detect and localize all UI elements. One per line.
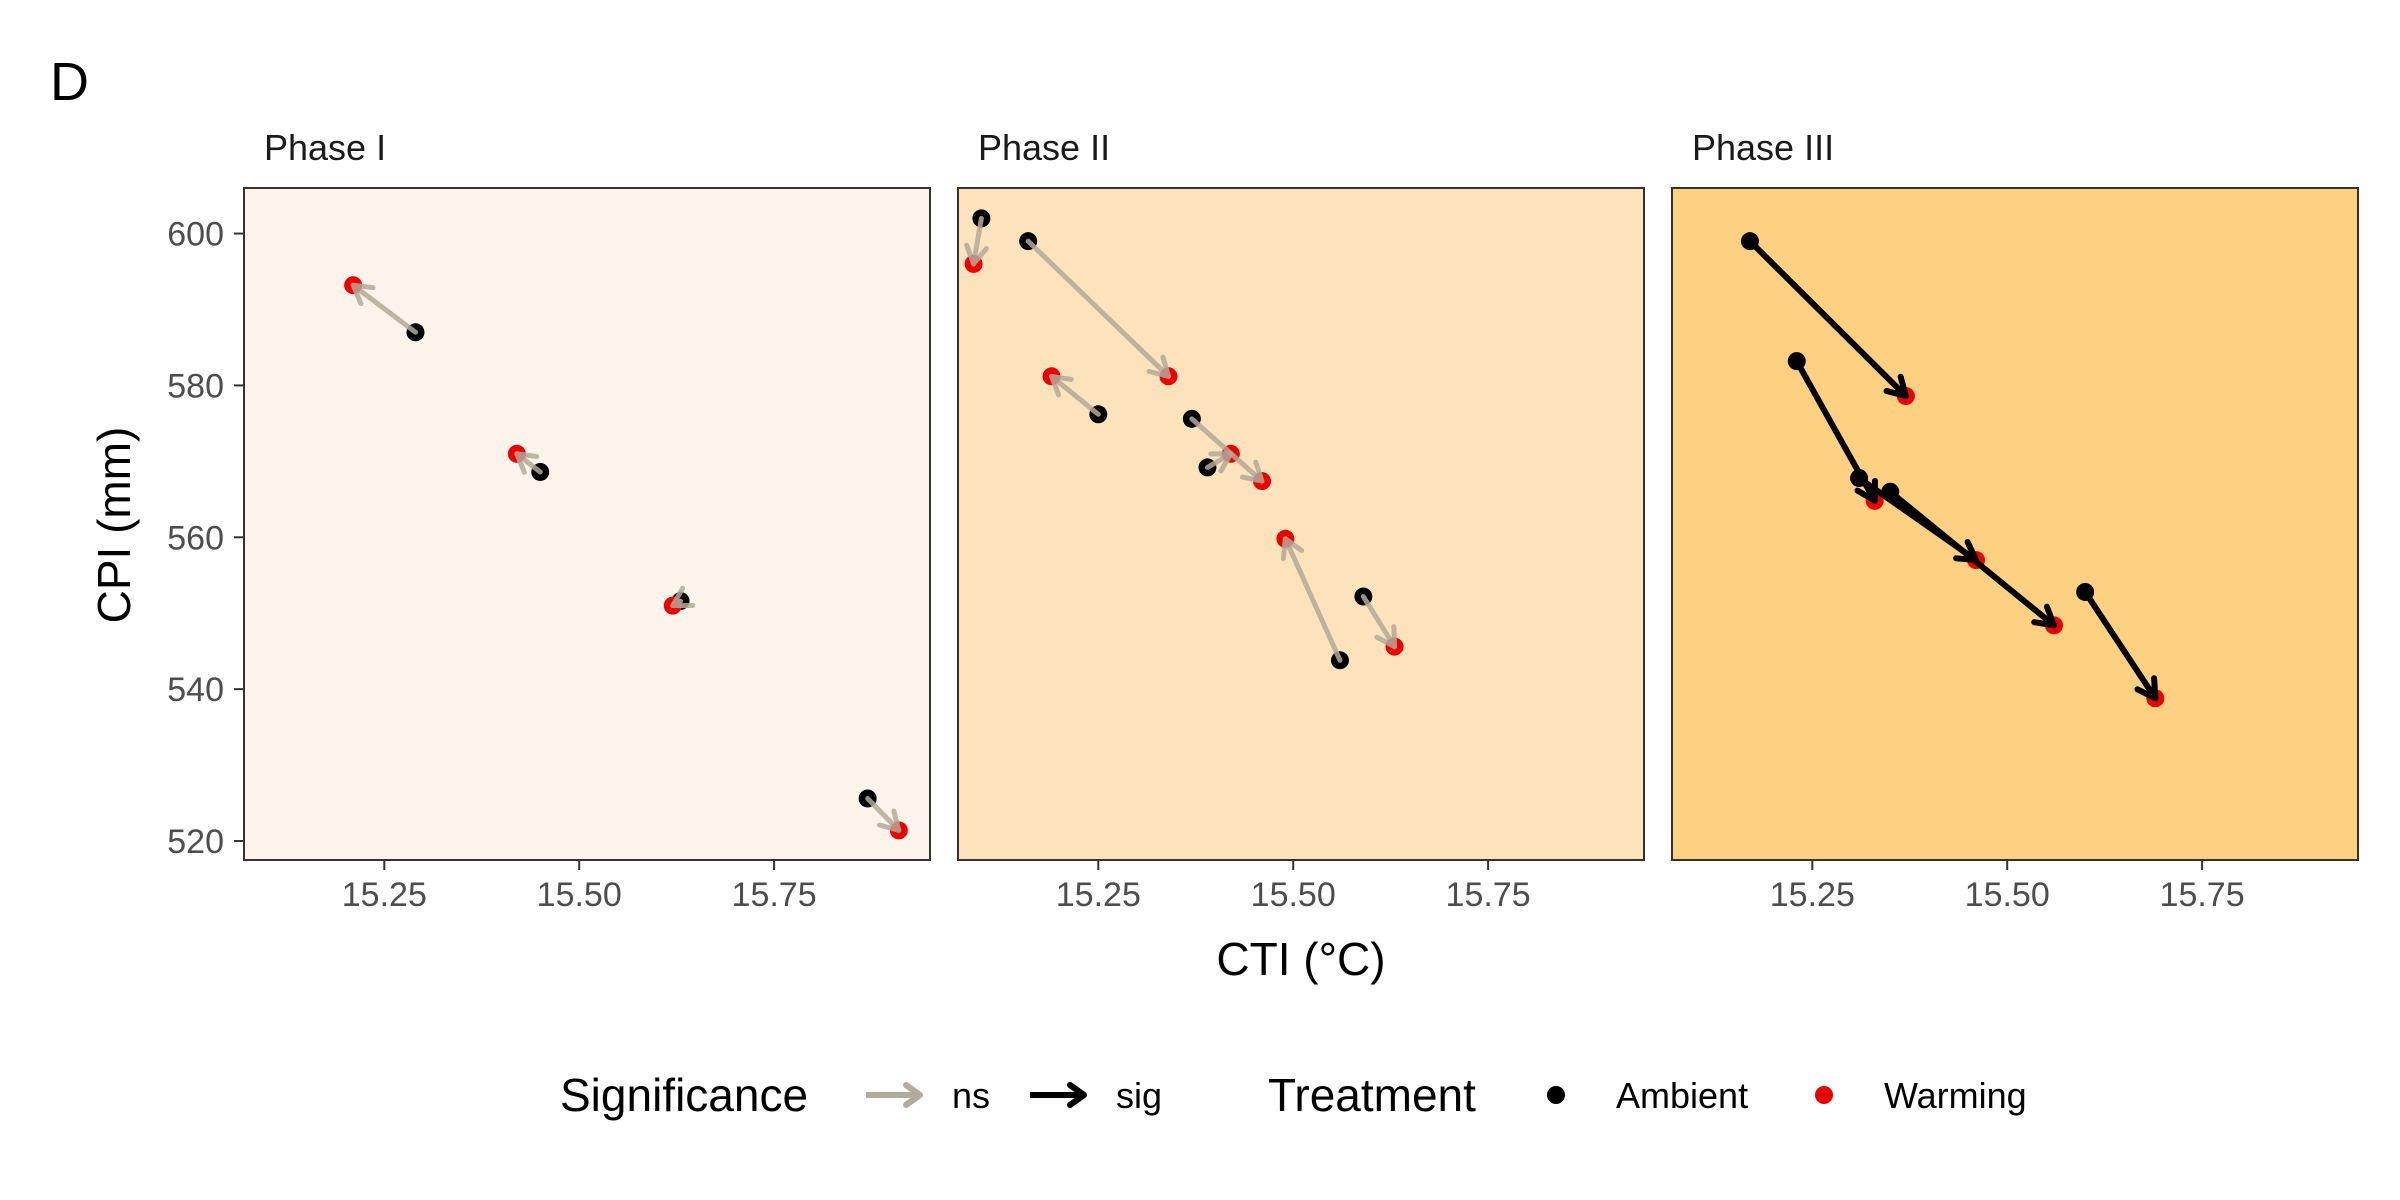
arrow-sig: [2082, 588, 2159, 702]
arrows: [964, 215, 1398, 663]
arrow-ns: [1049, 373, 1101, 417]
panel-3: Phase III 15.25 15.50 15.75: [1671, 127, 2359, 914]
y-tick-label: 580: [167, 367, 224, 405]
arrow-ns: [350, 282, 418, 335]
arrows: [1746, 238, 2159, 702]
legend-key-warming-point: [1815, 1086, 1833, 1104]
y-tick-label: 600: [167, 216, 224, 254]
legend: Significance ns sig Treatment Ambient Wa…: [560, 1069, 2027, 1121]
x-tick-label: 15.50: [1965, 876, 2050, 914]
panel-tag: D: [50, 52, 89, 112]
arrow-ns: [514, 451, 543, 475]
panel-background: [1671, 187, 2359, 861]
panel-1: Phase I 15.25 15.50 15.75 520 540 560 580 600: [167, 127, 931, 914]
legend-label-ns: ns: [952, 1075, 990, 1116]
legend-title-treatment: Treatment: [1268, 1069, 1476, 1121]
x-tick-label: 15.50: [537, 876, 622, 914]
legend-key-ambient-point: [1547, 1086, 1565, 1104]
y-axis-title: CPI (mm): [88, 427, 140, 624]
legend-label-ambient: Ambient: [1616, 1075, 1748, 1116]
x-tick-label: 15.25: [1056, 876, 1141, 914]
panel-background: [957, 187, 1645, 861]
arrow-ns: [1204, 451, 1234, 474]
arrow-ns: [865, 795, 902, 833]
x-tick-label: 15.75: [2160, 876, 2245, 914]
arrow-ns: [1360, 594, 1398, 650]
strip-label-phase-2: Phase II: [978, 127, 1110, 168]
legend-key-sig-arrow-icon: [1030, 1082, 1087, 1108]
legend-key-ns-arrow-icon: [866, 1082, 923, 1108]
x-axis-title: CTI (°C): [1216, 933, 1385, 985]
legend-label-sig: sig: [1116, 1075, 1162, 1116]
arrow-ns: [1280, 536, 1343, 663]
strip-label-phase-3: Phase III: [1692, 127, 1834, 168]
strip-label-phase-1: Phase I: [264, 127, 386, 168]
arrow-sig: [1746, 238, 1909, 400]
y-tick-label: 560: [167, 519, 224, 557]
arrow-ns: [1189, 416, 1265, 484]
x-tick-label: 15.50: [1251, 876, 1336, 914]
y-tick-label: 520: [167, 823, 224, 861]
x-tick-label: 15.75: [1446, 876, 1531, 914]
legend-title-significance: Significance: [560, 1069, 808, 1121]
arrows: [350, 282, 902, 833]
arrow-ns: [1025, 238, 1171, 379]
x-tick-label: 15.25: [1770, 876, 1855, 914]
x-tick-label: 15.75: [732, 876, 817, 914]
arrow-ns: [670, 585, 696, 609]
y-tick-label: 540: [167, 671, 224, 709]
legend-label-warming: Warming: [1884, 1075, 2027, 1116]
arrow-sig: [1887, 488, 2057, 629]
x-tick-label: 15.25: [342, 876, 427, 914]
panel-2: Phase II 15.25 15.50 15.75: [957, 127, 1645, 914]
facet-panels: Phase I15.25 15.50 15.75520540560580600Pha…: [167, 127, 2359, 914]
arrow-ns: [964, 215, 989, 267]
